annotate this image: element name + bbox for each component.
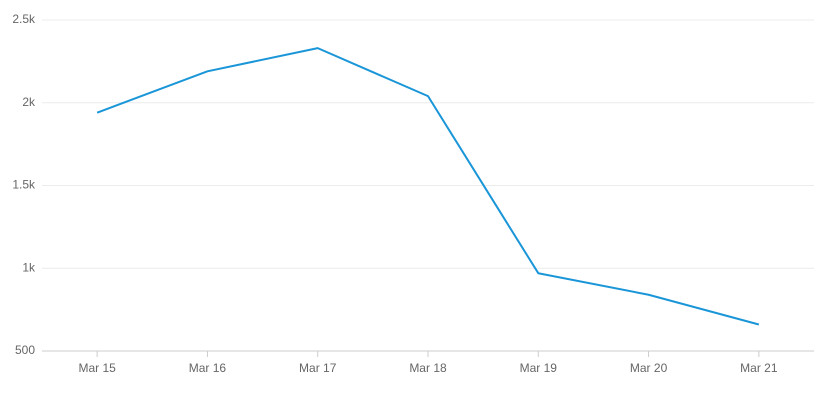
y-tick-label: 2k xyxy=(22,95,36,109)
line xyxy=(96,47,760,326)
x-tick-label: Mar 21 xyxy=(740,361,778,375)
x-tick-label: Mar 20 xyxy=(630,361,668,375)
y-tick-label: 1.5k xyxy=(12,178,36,192)
x-tick-label: Mar 19 xyxy=(520,361,558,375)
x-tick-label: Mar 15 xyxy=(78,361,116,375)
x-tick-label: Mar 16 xyxy=(189,361,227,375)
x-tick-label: Mar 17 xyxy=(299,361,337,375)
y-tick-label: 1k xyxy=(22,260,36,274)
y-tick-label: 2.5k xyxy=(12,12,36,26)
y-tick-label: 500 xyxy=(15,343,35,357)
x-tick-label: Mar 18 xyxy=(409,361,447,375)
